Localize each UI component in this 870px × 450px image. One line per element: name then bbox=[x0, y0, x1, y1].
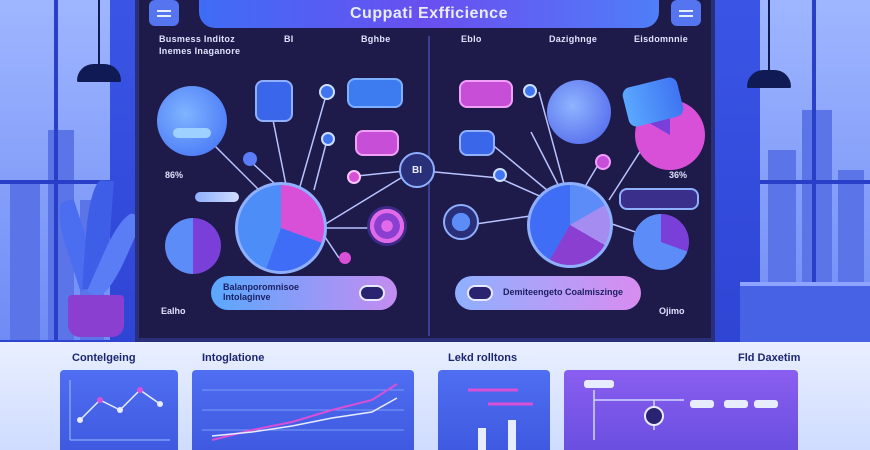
node-dot[interactable] bbox=[523, 84, 537, 98]
bi-badge-label: BI bbox=[412, 164, 422, 176]
left-menu-button[interactable] bbox=[149, 0, 179, 26]
right-pie-chart bbox=[527, 182, 613, 268]
metric-bubble[interactable] bbox=[157, 86, 227, 156]
section-title-3: Lekd rolltons bbox=[448, 352, 518, 364]
left-foot-label: Ealho bbox=[161, 306, 186, 316]
left-tab[interactable]: Bghbe bbox=[361, 34, 391, 44]
desk bbox=[740, 282, 870, 342]
toggle-icon[interactable] bbox=[359, 285, 385, 301]
left-label-1: Busmess Inditoz bbox=[159, 34, 236, 44]
toggle-icon[interactable] bbox=[467, 285, 493, 301]
node-dot[interactable] bbox=[243, 152, 257, 166]
right-label-2[interactable]: Dazighnge bbox=[549, 34, 598, 44]
node-dot[interactable] bbox=[321, 132, 335, 146]
right-donut bbox=[633, 214, 689, 270]
left-donut bbox=[165, 218, 221, 274]
right-percentage: 36% bbox=[669, 170, 688, 180]
ceiling-lamp-icon bbox=[77, 64, 121, 82]
bi-badge[interactable]: BI bbox=[399, 152, 435, 188]
left-percentage: 86% bbox=[165, 170, 184, 180]
left-progress-bar bbox=[195, 192, 239, 202]
node-dot[interactable] bbox=[319, 84, 335, 100]
right-menu-button[interactable] bbox=[671, 0, 701, 26]
panel-scatter[interactable] bbox=[60, 370, 178, 450]
panel-line[interactable] bbox=[192, 370, 414, 450]
divider bbox=[428, 36, 430, 336]
node-dot[interactable] bbox=[493, 168, 507, 182]
section-title-1: Contelgeing bbox=[72, 352, 136, 364]
right-cta-button[interactable]: Demiteengeto Coalmiszinge bbox=[455, 276, 641, 310]
folder-card[interactable] bbox=[459, 130, 495, 156]
list-card[interactable] bbox=[355, 130, 399, 156]
panel-bars[interactable] bbox=[438, 370, 550, 450]
flow-mini-chart bbox=[584, 380, 778, 440]
line-mini-chart bbox=[202, 383, 404, 441]
target-icon bbox=[367, 206, 407, 246]
node-dot[interactable] bbox=[595, 154, 611, 170]
gallery-card[interactable] bbox=[459, 80, 513, 108]
left-cta-label: Balanporomnisoe Intolaginve bbox=[223, 282, 300, 302]
page-title: Cuppati Exfficience bbox=[350, 5, 508, 22]
right-cta-label: Demiteengeto Coalmiszinge bbox=[503, 287, 624, 298]
node-dot[interactable] bbox=[347, 170, 361, 184]
title-bar: Cuppati Exfficience bbox=[199, 0, 659, 28]
right-progress-bar bbox=[619, 188, 699, 210]
left-label-3: BI bbox=[284, 34, 294, 44]
right-foot-label: Ojimo bbox=[659, 306, 685, 316]
scatter-mini-chart bbox=[69, 380, 170, 441]
left-cta-button[interactable]: Balanporomnisoe Intolaginve bbox=[211, 276, 397, 310]
ceiling-lamp-icon bbox=[747, 70, 791, 88]
dashboard-monitor: Cuppati Exfficience Busmess Inditoz Inem… bbox=[135, 0, 715, 342]
bar-mini-chart bbox=[468, 388, 533, 450]
right-label-1[interactable]: Eblo bbox=[461, 34, 482, 44]
section-title-2: Intoglatione bbox=[202, 352, 265, 364]
plant-pot bbox=[68, 295, 124, 337]
device-card[interactable] bbox=[255, 80, 293, 122]
node-dot[interactable] bbox=[339, 252, 351, 264]
panel-flow[interactable] bbox=[564, 370, 798, 450]
left-label-2: Inemes Inaganore bbox=[159, 46, 241, 56]
chat-card[interactable] bbox=[347, 78, 403, 108]
metric-bubble-right[interactable] bbox=[547, 80, 611, 144]
right-label-3[interactable]: Eisdomnnie bbox=[634, 34, 689, 44]
section-title-4: Fld Daxetim bbox=[738, 352, 801, 364]
globe-icon bbox=[443, 204, 479, 240]
left-pie-chart bbox=[235, 182, 327, 274]
